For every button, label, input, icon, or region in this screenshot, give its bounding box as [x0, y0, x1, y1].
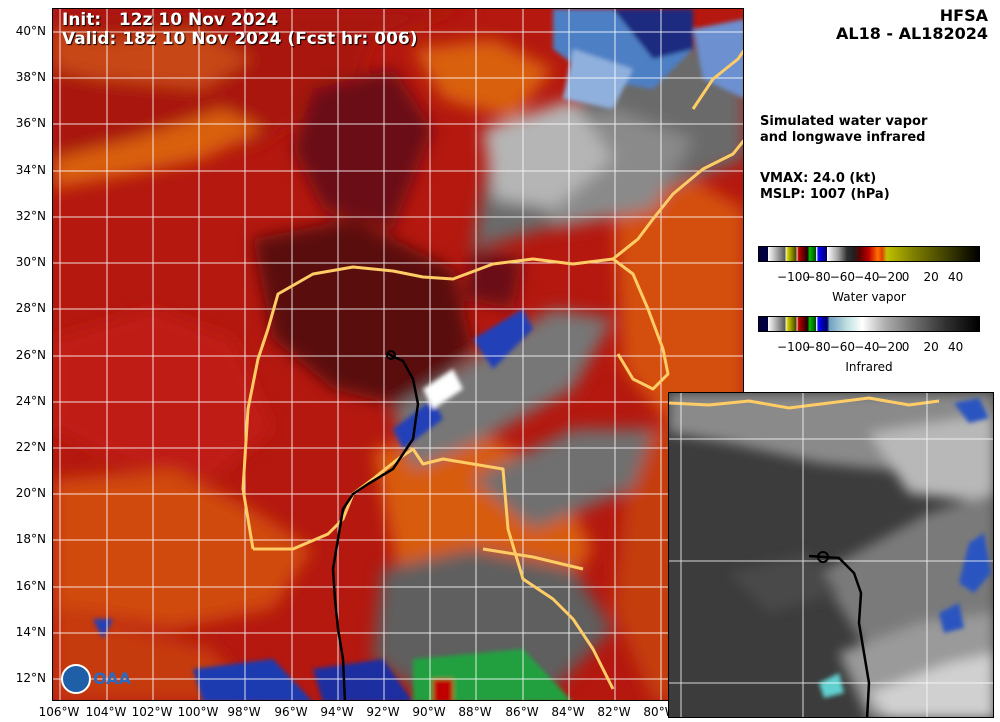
lat-label: 30°N — [15, 255, 46, 269]
lat-label: 22°N — [15, 440, 46, 454]
valid-time: Valid: 18z 10 Nov 2024 (Fcst hr: 006) — [62, 29, 418, 49]
satellite-map: OAA — [52, 8, 744, 701]
mslp-value: MSLP: 1007 (hPa) — [760, 187, 890, 202]
inset-imagery — [669, 393, 993, 717]
init-time: Init: 12z 10 Nov 2024 — [62, 10, 279, 30]
lat-label: 12°N — [15, 671, 46, 685]
inset-infrared-panel — [668, 392, 994, 718]
inset-graticule — [669, 393, 993, 717]
storm-center-marker — [386, 350, 396, 360]
inset-storm-track — [808, 554, 871, 717]
water-vapor-ticks: −100 −80 −60 −40 −20 0 20 40 — [777, 270, 964, 284]
lat-label: 20°N — [15, 486, 46, 500]
lon-label: 90°W — [412, 705, 446, 719]
lon-label: 100°W — [177, 705, 219, 719]
noaa-logo-icon — [61, 664, 91, 694]
lat-label: 40°N — [15, 24, 46, 38]
storm-track — [331, 352, 420, 700]
lon-label: 106°W — [38, 705, 80, 719]
infrared-colorbar — [758, 316, 980, 332]
lat-label: 36°N — [15, 116, 46, 130]
vmax-value: VMAX: 24.0 (kt) — [760, 171, 877, 186]
lat-label: 14°N — [15, 625, 46, 639]
product-desc-line2: and longwave infrared — [760, 130, 926, 145]
lat-label: 38°N — [15, 70, 46, 84]
lat-label: 34°N — [15, 163, 46, 177]
product-desc-line1: Simulated water vapor — [760, 114, 928, 129]
lat-label: 26°N — [15, 348, 46, 362]
water-vapor-label: Water vapor — [832, 290, 906, 304]
lon-label: 104°W — [85, 705, 127, 719]
lon-label: 86°W — [505, 705, 539, 719]
lon-label: 102°W — [131, 705, 173, 719]
lon-label: 92°W — [366, 705, 400, 719]
lon-label: 94°W — [320, 705, 354, 719]
logo-text: OAA — [93, 669, 131, 688]
lon-label: 84°W — [551, 705, 585, 719]
infrared-ticks: −100 −80 −60 −40 −20 0 20 40 — [777, 340, 964, 354]
lat-label: 32°N — [15, 209, 46, 223]
graticule — [53, 9, 743, 700]
inset-storm-center-marker — [817, 551, 829, 563]
storm-id: AL18 - AL182024 — [836, 24, 988, 43]
lat-label: 18°N — [15, 532, 46, 546]
lon-label: 82°W — [597, 705, 631, 719]
lon-label: 96°W — [274, 705, 308, 719]
infrared-label: Infrared — [845, 360, 893, 374]
lat-label: 28°N — [15, 301, 46, 315]
lat-label: 16°N — [15, 579, 46, 593]
lat-label: 24°N — [15, 394, 46, 408]
lon-label: 98°W — [227, 705, 261, 719]
water-vapor-colorbar — [758, 246, 980, 262]
lon-label: 88°W — [458, 705, 492, 719]
map-imagery — [53, 9, 743, 700]
model-name: HFSA — [939, 6, 988, 25]
